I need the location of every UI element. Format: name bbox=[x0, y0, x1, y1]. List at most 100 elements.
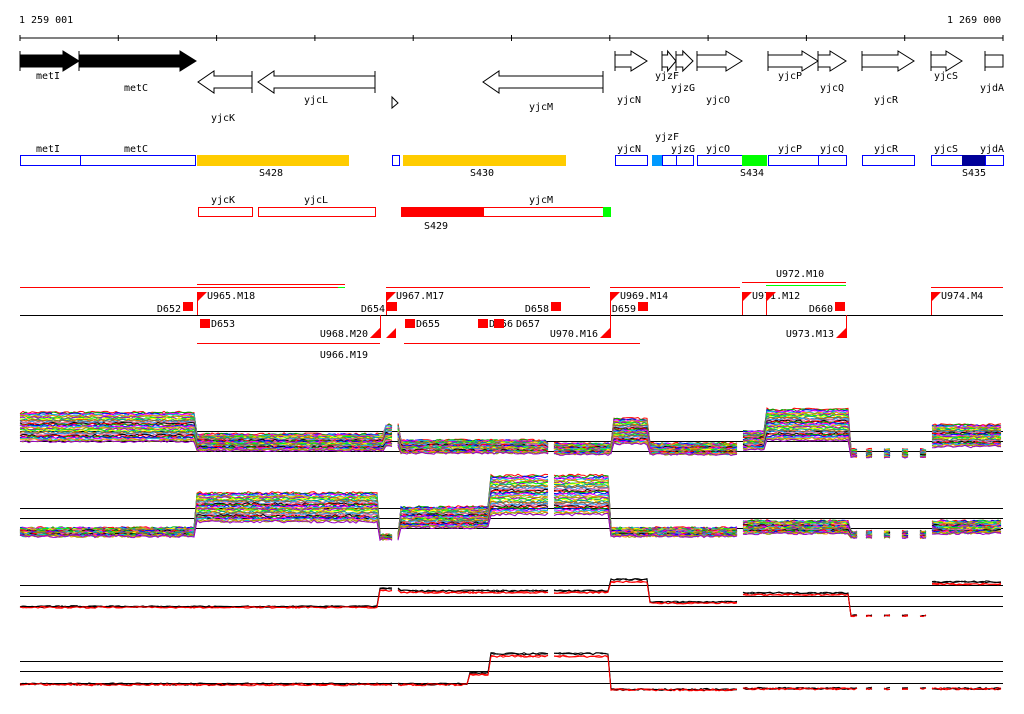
operon-box bbox=[258, 207, 376, 217]
gene-label: yjzF bbox=[655, 71, 679, 82]
transcript-start-flag bbox=[742, 292, 752, 302]
gene-arrow-yjcR bbox=[861, 50, 915, 72]
transcript-up-label: U969.M14 bbox=[620, 291, 668, 302]
gene-label: yjcO bbox=[706, 95, 730, 106]
expression-line bbox=[19, 577, 1002, 617]
operon-label: yjcP bbox=[778, 144, 802, 155]
downshift-marker bbox=[478, 319, 488, 328]
downshift-marker bbox=[638, 302, 648, 311]
transcript-end-flag bbox=[836, 328, 846, 338]
expression-line bbox=[19, 578, 1002, 617]
downshift-marker bbox=[835, 302, 845, 311]
segment-box bbox=[931, 155, 963, 166]
segment-box bbox=[652, 155, 663, 166]
operon-label: yjcS bbox=[934, 144, 958, 155]
transcript-up-label: U974.M4 bbox=[941, 291, 983, 302]
gene-arrow-yjcK bbox=[197, 70, 253, 94]
segment-box bbox=[985, 155, 1004, 166]
transcript-start-flag bbox=[610, 292, 620, 302]
gene-arrow-yjdA bbox=[984, 54, 1004, 68]
gene-label: yjcP bbox=[778, 71, 802, 82]
operon-label: yjdA bbox=[980, 144, 1004, 155]
gene-arrow-yjzF bbox=[661, 49, 677, 73]
expression-line bbox=[19, 438, 1002, 459]
downshift-marker bbox=[387, 302, 397, 311]
segment-box bbox=[392, 155, 400, 166]
gene-arrow-yjzG bbox=[675, 49, 694, 73]
segment-box bbox=[676, 155, 694, 166]
segment-label: S435 bbox=[962, 168, 986, 179]
gene-arrow-metI bbox=[19, 50, 80, 72]
segment-label: S430 bbox=[470, 168, 494, 179]
transcript-track: U965.M18 U967.M17 U969.M14 U971.M12 U972.M10… bbox=[20, 269, 1003, 361]
transcript-down-label: U966.M19 bbox=[320, 350, 368, 361]
operon-label: yjzG bbox=[671, 144, 695, 155]
transcript-down-label: U973.M13 bbox=[786, 329, 834, 340]
segment-box bbox=[862, 155, 915, 166]
gene-label: yjcN bbox=[617, 95, 641, 106]
transcript-end-flag bbox=[600, 328, 610, 338]
gene-arrow-yjcN bbox=[614, 50, 648, 72]
downshift-label: D658 bbox=[525, 304, 549, 315]
segment-label: S428 bbox=[259, 168, 283, 179]
scale-start-label: 1 259 001 bbox=[19, 15, 73, 26]
operon-label: yjzF bbox=[655, 132, 679, 143]
small-gene-arrow bbox=[391, 95, 399, 110]
downshift-label: D659 bbox=[612, 304, 636, 315]
segment-box bbox=[20, 155, 81, 166]
operon-label: metC bbox=[124, 144, 148, 155]
transcript-down-label: U968.M20 bbox=[320, 329, 368, 340]
segment-label: S434 bbox=[740, 168, 764, 179]
transcript-up-label: U967.M17 bbox=[396, 291, 444, 302]
gene-label: yjcS bbox=[934, 71, 958, 82]
operon-label: yjcQ bbox=[820, 144, 844, 155]
segment-box bbox=[768, 155, 819, 166]
downshift-label: D653 bbox=[211, 319, 235, 330]
downshift-marker bbox=[551, 302, 561, 311]
downshift-label: D654 bbox=[361, 304, 385, 315]
gene-label: yjdA bbox=[980, 83, 1004, 94]
segment-box bbox=[662, 155, 677, 166]
expression-line bbox=[19, 654, 1002, 692]
downshift-label: D652 bbox=[157, 304, 181, 315]
segment-box bbox=[962, 155, 986, 166]
gene-arrow-metC bbox=[78, 50, 197, 72]
downshift-marker bbox=[200, 319, 210, 328]
gene-label: yjcM bbox=[529, 102, 553, 113]
segment-box bbox=[818, 155, 847, 166]
scale-end-label: 1 269 000 bbox=[947, 15, 1001, 26]
transcript-start-flag bbox=[197, 292, 207, 302]
expression-line bbox=[19, 580, 1002, 618]
gene-arrow-yjcL bbox=[257, 70, 376, 94]
gene-label: metI bbox=[36, 71, 60, 82]
gene-arrow-yjcQ bbox=[817, 50, 847, 72]
gene-label: yjcL bbox=[304, 95, 328, 106]
expression-line bbox=[19, 654, 1002, 692]
operon-label: yjcK bbox=[211, 195, 235, 206]
downshift-label: D657 bbox=[516, 319, 540, 330]
transcript-up-label: U972.M10 bbox=[776, 269, 824, 280]
transcript-up-label: U965.M18 bbox=[207, 291, 255, 302]
segment-label: S429 bbox=[424, 221, 448, 232]
gene-arrow-yjcS bbox=[930, 50, 963, 72]
expression-line bbox=[19, 580, 1002, 618]
transcript-start-flag bbox=[931, 292, 941, 302]
downshift-label: D660 bbox=[809, 304, 833, 315]
downshift-marker bbox=[183, 302, 193, 311]
transcript-start-flag bbox=[386, 292, 396, 302]
transcript-end-flag bbox=[386, 328, 396, 338]
operon-label: yjcN bbox=[617, 144, 641, 155]
transcript-start-flag bbox=[766, 292, 776, 302]
gene-arrow-yjcM bbox=[482, 70, 604, 94]
segment-box bbox=[615, 155, 648, 166]
gene-label: yjcK bbox=[211, 113, 235, 124]
scale-axis bbox=[19, 35, 1004, 41]
gene-label: yjcR bbox=[874, 95, 899, 106]
operon-box-green bbox=[603, 207, 611, 217]
operon-label: yjcO bbox=[706, 144, 730, 155]
segment-box bbox=[80, 155, 196, 166]
segment-box bbox=[697, 155, 743, 166]
